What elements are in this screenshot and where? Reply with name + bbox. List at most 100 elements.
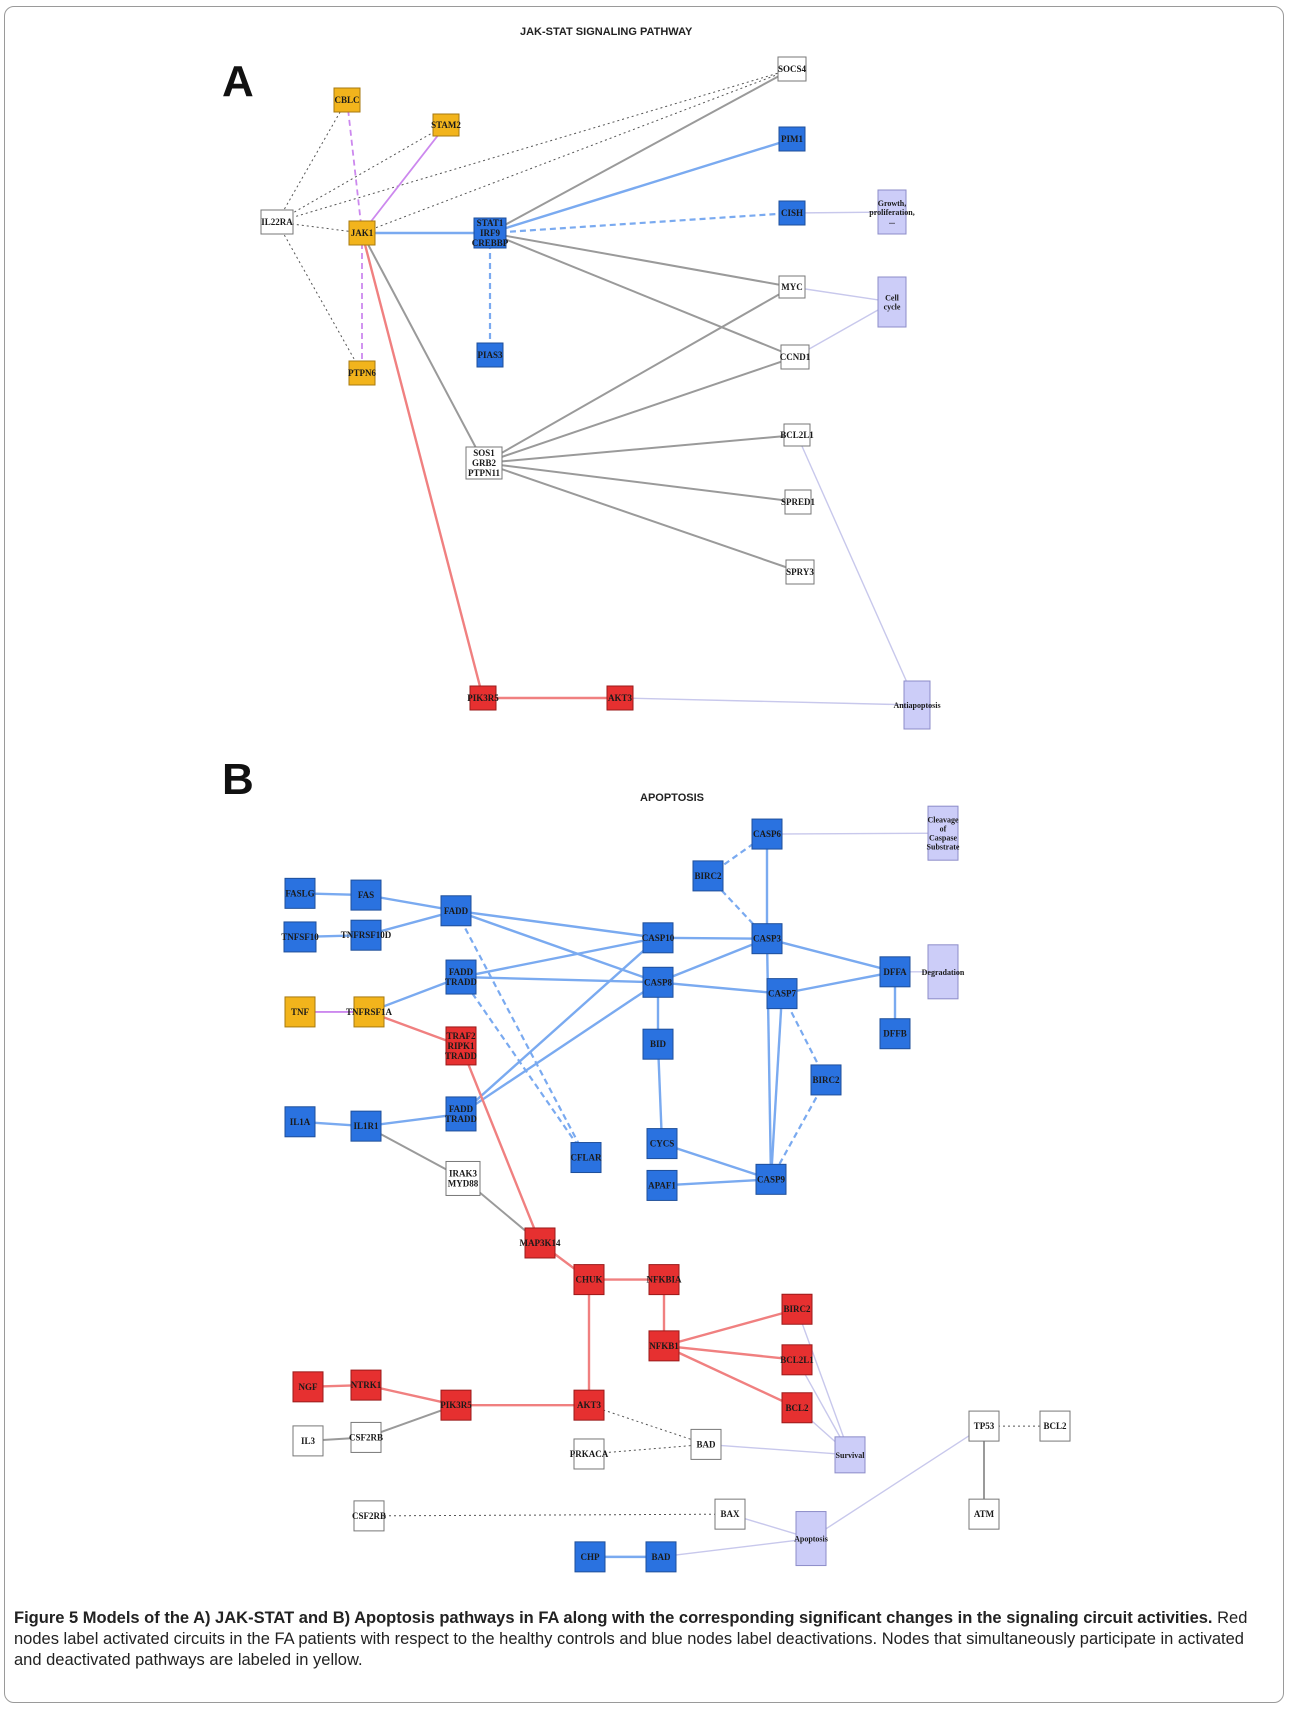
node-box: [440, 895, 472, 927]
node-label: BIRC2: [694, 871, 722, 881]
edge-b-fadd1-b-cflar: [455, 910, 587, 1159]
edge-a-myc-a-cellcycle: [791, 286, 893, 303]
node-box: [350, 1421, 382, 1453]
node-label: CASP3: [753, 934, 782, 944]
node-label: CFLAR: [571, 1153, 602, 1163]
node-label: TP53: [974, 1421, 995, 1431]
node-b-prkaca: PRKACA: [570, 1438, 609, 1470]
edge-a-sos1-a-spry3: [483, 462, 801, 573]
edge-a-stat-a-pim1: [489, 137, 793, 235]
node-a-myc: MYC: [778, 275, 806, 299]
node-b-casp10: CASP10: [642, 922, 675, 954]
edge-a-stat-a-socs4: [489, 68, 793, 234]
node-label: STAT1: [477, 218, 504, 228]
node-a-spred1: SPRED1: [781, 489, 815, 515]
node-label: TRADD: [445, 1051, 478, 1061]
node-label: Antiapoptosis: [893, 701, 940, 710]
node-b-bcl2b: BCL2: [1039, 1410, 1071, 1442]
node-label: TRADD: [445, 977, 478, 987]
node-b-chuk: CHUK: [573, 1264, 605, 1296]
node-label: CHP: [581, 1552, 601, 1562]
node-box: [606, 685, 634, 711]
node-b-tnfrsf1a: TNFRSF1A: [346, 996, 392, 1028]
node-b-csf2rb1: CSF2RB: [349, 1421, 383, 1453]
node-box: [350, 879, 382, 911]
node-a-stam2: STAM2: [431, 113, 461, 137]
node-a-antiapoptosis: Antiapoptosis: [893, 680, 941, 730]
edge-a-bcl2l1-a-antiapoptosis: [796, 434, 918, 706]
edge-b-bad2-b-apoptosis: [660, 1537, 812, 1558]
edge-a-stat-a-cish: [489, 211, 793, 235]
node-box: [440, 1389, 472, 1421]
node-box: [766, 978, 798, 1010]
node-label: BIRC2: [812, 1075, 840, 1085]
node-a-il22ra: IL22RA: [260, 209, 294, 235]
node-box: [348, 220, 376, 246]
node-label: cycle: [884, 303, 901, 312]
edge-b-apaf1-b-casp9: [661, 1178, 772, 1187]
node-box: [469, 685, 497, 711]
edge-b-il1r1-b-fadd3: [365, 1112, 462, 1128]
node-box: [574, 1541, 606, 1573]
node-label: STAM2: [431, 120, 461, 130]
edge-b-casp8-b-casp3: [657, 937, 768, 984]
caption-text: Red nodes label activated circuits in th…: [14, 1609, 1248, 1669]
node-b-apaf1: APAF1: [646, 1169, 678, 1201]
node-label: ...: [889, 217, 895, 226]
node-b-casp6: CASP6: [751, 818, 783, 850]
node-box: [333, 87, 361, 113]
node-label: Caspase: [929, 834, 957, 843]
node-b-il1a: IL1A: [284, 1106, 316, 1138]
node-box: [903, 680, 931, 730]
node-label: FAS: [358, 890, 374, 900]
node-label: PIM1: [781, 134, 803, 144]
node-label: PRKACA: [570, 1449, 609, 1459]
node-label: SOS1: [473, 448, 495, 458]
node-label: AKT3: [608, 693, 633, 703]
edge-a-il22ra-a-cblc: [276, 99, 348, 223]
edge-b-fadd1-b-casp8: [455, 909, 659, 984]
node-box: [927, 944, 959, 1000]
node-b-fadd1: FADD: [440, 895, 472, 927]
edge-b-nfkb1-b-bcl2a: [663, 1344, 798, 1409]
edge-a-il22ra-a-ptpn6: [276, 221, 363, 374]
node-b-akt3: AKT3: [573, 1389, 605, 1421]
node-label: CHUK: [576, 1275, 603, 1285]
figure-frame: [4, 6, 1284, 1703]
edge-b-traf2-b-map3k14: [459, 1045, 542, 1244]
edge-b-akt3-b-bad1: [588, 1404, 707, 1445]
node-b-il3: IL3: [292, 1425, 324, 1457]
node-box: [645, 1541, 677, 1573]
node-label: IL1R1: [353, 1121, 379, 1131]
edge-b-casp10-b-casp3: [657, 936, 768, 940]
node-b-bax: BAX: [714, 1498, 746, 1530]
node-box: [284, 996, 316, 1028]
edge-a-stat-a-ccnd1: [489, 232, 796, 358]
node-box: [642, 966, 674, 998]
node-a-ccnd1: CCND1: [780, 344, 811, 370]
node-box: [445, 1026, 477, 1066]
node-label: PTPN6: [348, 368, 376, 378]
node-label: CSF2RB: [352, 1511, 386, 1521]
edge-b-nfkb1-b-bcl2l1: [663, 1344, 798, 1362]
node-box: [284, 877, 316, 909]
node-label: GRB2: [472, 458, 497, 468]
edge-a-il22ra-a-jak1: [276, 221, 363, 234]
node-label: CBLC: [334, 95, 359, 105]
panel-a-title: JAK-STAT SIGNALING PATHWAY: [520, 26, 693, 38]
node-box: [692, 860, 724, 892]
node-label: PTPN11: [468, 468, 501, 478]
node-label: CASP9: [757, 1174, 786, 1184]
node-label: DFFB: [883, 1029, 907, 1039]
node-label: NGF: [299, 1382, 319, 1392]
node-b-dffa: DFFA: [879, 956, 911, 988]
figure-caption: Figure 5 Models of the A) JAK-STAT and B…: [14, 1608, 1276, 1671]
node-label: APAF1: [648, 1180, 676, 1190]
node-a-bcl2l1: BCL2L1: [780, 423, 814, 447]
node-label: NFKB1: [649, 1341, 679, 1351]
node-box: [783, 423, 811, 447]
node-b-pik3r5: PIK3R5: [440, 1389, 472, 1421]
node-box: [570, 1142, 602, 1174]
node-label: BIRC2: [783, 1304, 811, 1314]
node-b-tnf: TNF: [284, 996, 316, 1028]
